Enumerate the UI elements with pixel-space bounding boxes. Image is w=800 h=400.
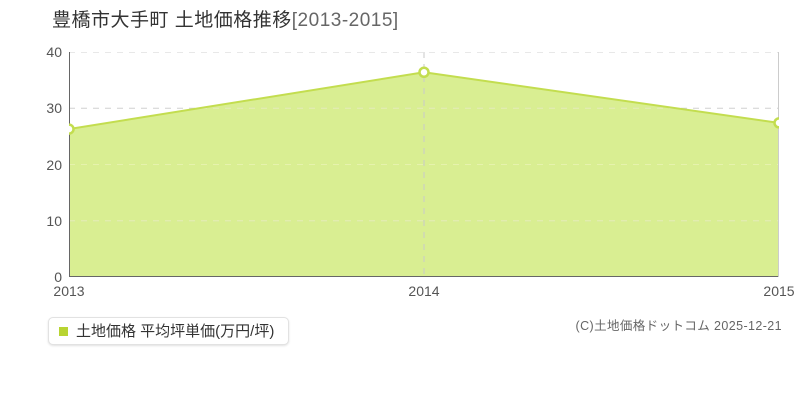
x-tick-label: 2015 — [763, 283, 795, 299]
legend-label: 土地価格 平均坪単価(万円/坪) — [76, 322, 275, 340]
data-point-marker[interactable] — [69, 123, 75, 135]
data-point-marker[interactable] — [418, 66, 430, 78]
title-main-text: 豊橋市大手町 土地価格推移 — [52, 10, 292, 31]
legend[interactable]: 土地価格 平均坪単価(万円/坪) — [48, 317, 290, 345]
y-tick-label: 10 — [46, 212, 62, 229]
x-tick-label: 2014 — [408, 283, 440, 299]
title-range-text: [2013-2015] — [291, 10, 399, 31]
y-tick-label: 20 — [46, 156, 62, 173]
y-tick-label: 40 — [46, 44, 62, 60]
y-axis-labels: 0 10 20 30 40 — [18, 0, 62, 400]
square-marker-icon — [59, 326, 68, 336]
data-point-marker[interactable] — [773, 117, 780, 129]
plot-area — [69, 52, 779, 277]
credit-text: (C)土地価格ドットコム 2025-12-21 — [575, 319, 782, 333]
y-tick-label: 30 — [46, 100, 62, 117]
x-tick-label: 2013 — [53, 283, 85, 299]
gridlines-over-fill — [69, 107, 779, 222]
plot-svg — [69, 52, 779, 277]
page-title: 豊橋市大手町 土地価格推移[2013-2015] — [52, 9, 399, 33]
y-tick-label: 0 — [54, 269, 62, 285]
